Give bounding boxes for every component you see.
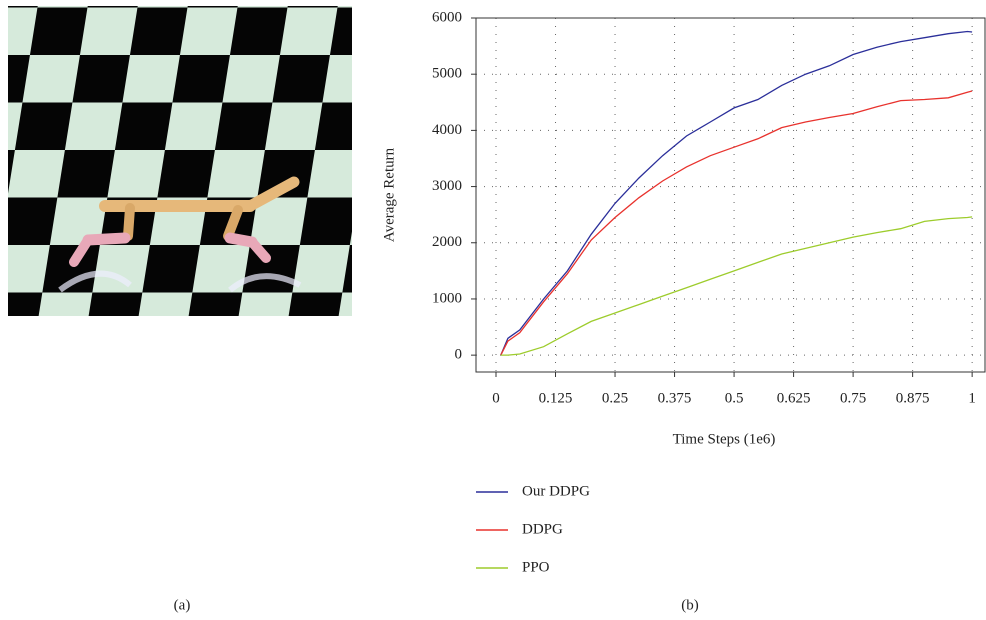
y-tick-label: 2000 (432, 234, 462, 250)
x-tick-label: 0.375 (658, 390, 692, 406)
simulation-image (8, 6, 352, 316)
y-tick-label: 3000 (432, 178, 462, 194)
legend-label: Our DDPG (522, 483, 590, 499)
panel-label: (b) (681, 597, 699, 613)
legend-label: DDPG (522, 521, 563, 537)
series-line (500, 30, 973, 356)
y-tick-label: 5000 (432, 66, 462, 82)
y-axis-label: Average Return (381, 147, 397, 242)
x-tick-label: 0 (492, 390, 500, 406)
series-line (500, 90, 973, 356)
x-tick-label: 0.5 (725, 390, 744, 406)
y-tick-label: 4000 (432, 122, 462, 138)
x-tick-label: 0.625 (777, 390, 811, 406)
y-tick-label: 6000 (432, 9, 462, 25)
x-tick-label: 0.25 (602, 390, 628, 406)
x-tick-label: 1 (968, 390, 976, 406)
x-axis-label: Time Steps (1e6) (673, 431, 776, 447)
x-tick-label: 0.875 (896, 390, 930, 406)
y-tick-label: 1000 (432, 290, 462, 306)
series-line (500, 216, 973, 356)
x-tick-label: 0.75 (840, 390, 866, 406)
legend-label: PPO (522, 559, 550, 575)
plot-frame (475, 17, 986, 373)
x-tick-label: 0.125 (539, 390, 573, 406)
panel-label: (a) (174, 597, 191, 613)
y-tick-label: 0 (455, 347, 463, 363)
